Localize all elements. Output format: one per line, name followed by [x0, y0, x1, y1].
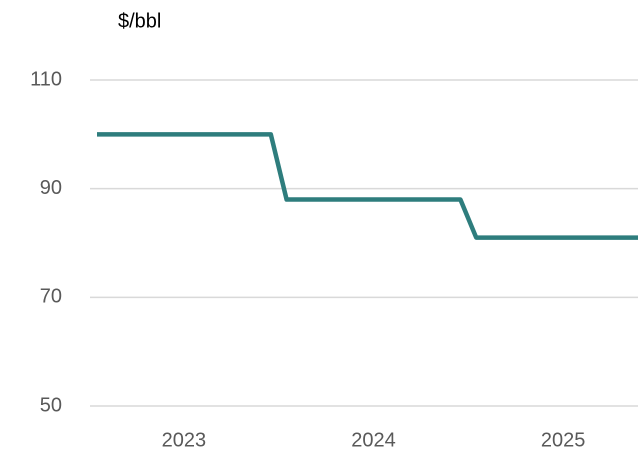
data-line — [97, 132, 638, 240]
y-tick-label: 110 — [30, 68, 62, 90]
y-tick-label: 50 — [40, 394, 62, 416]
axis-unit-title: $/bbl — [118, 10, 161, 32]
x-tick-label: 2024 — [351, 429, 396, 451]
y-tick-label: 90 — [40, 177, 62, 199]
x-tick-label: 2025 — [541, 429, 586, 451]
x-tick-label: 2023 — [162, 429, 207, 451]
y-tick-label: 70 — [40, 286, 62, 308]
